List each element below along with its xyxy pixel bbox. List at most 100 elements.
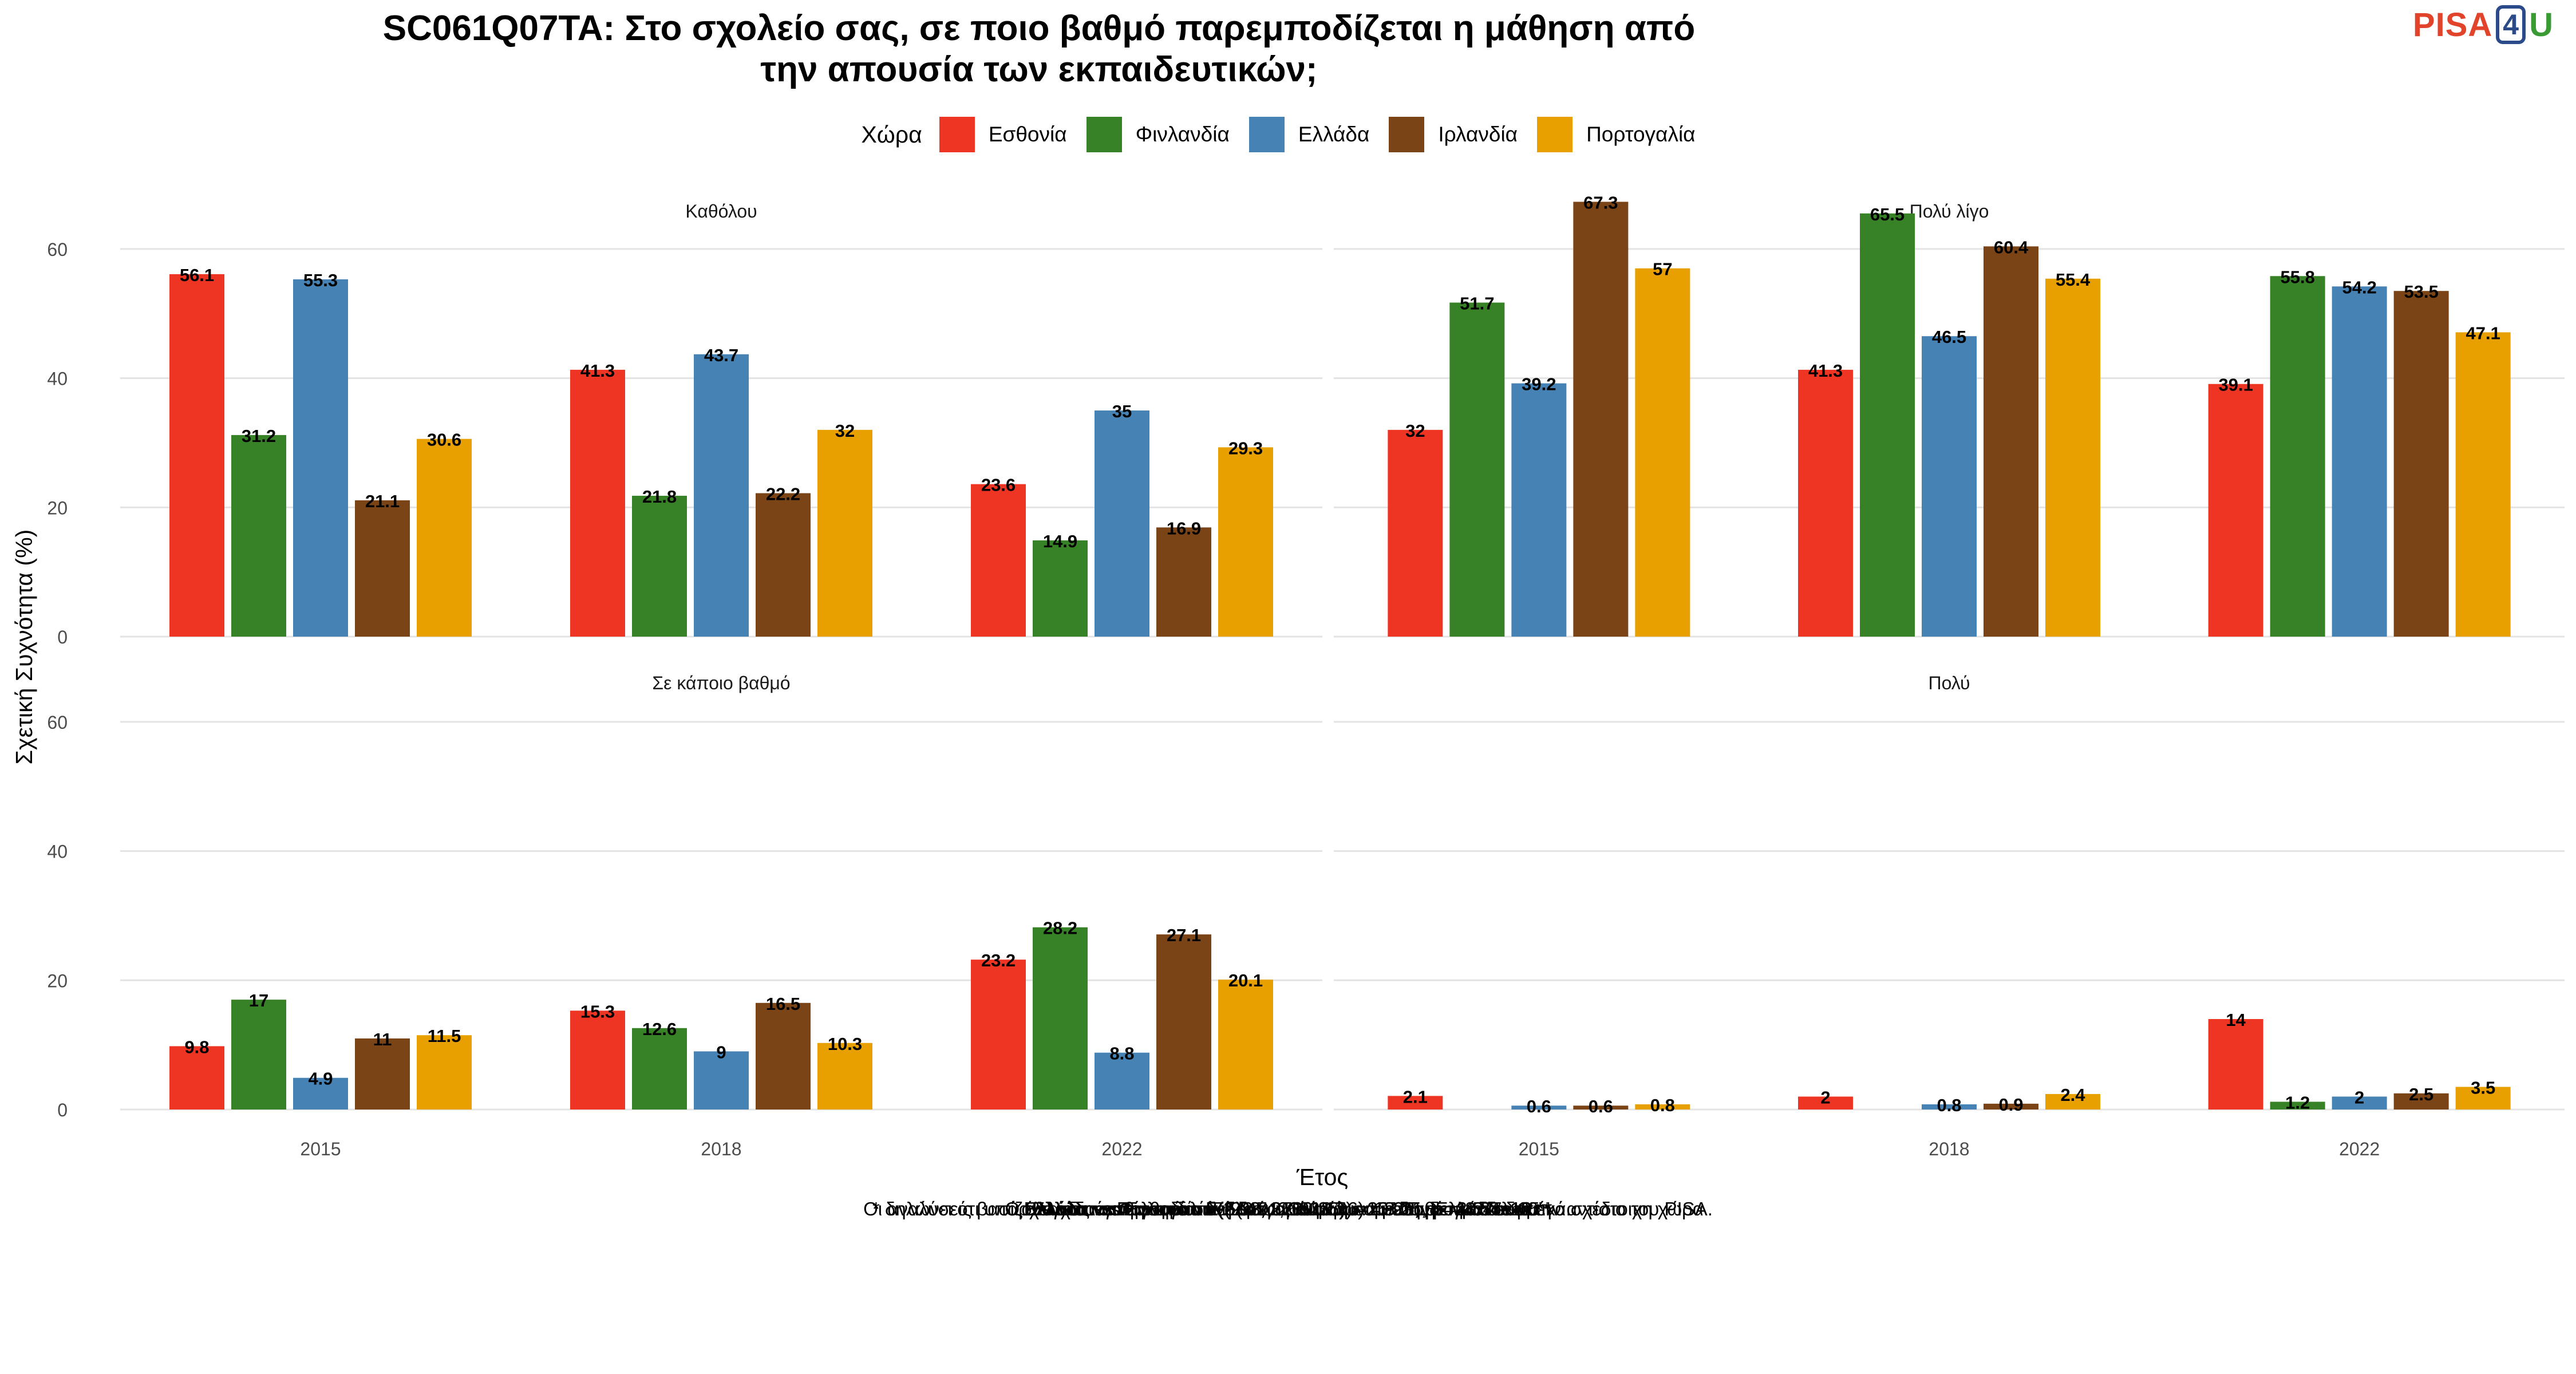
x-tick-label: 2015: [1519, 1139, 1559, 1159]
logo-four-text: 4: [2496, 5, 2526, 44]
bar: [417, 439, 472, 637]
bar: [2045, 278, 2100, 637]
data-label: 20.1: [1228, 970, 1263, 990]
data-label: 57: [1653, 259, 1672, 279]
data-label: 21.1: [365, 491, 400, 511]
bar: [2208, 1019, 2263, 1110]
x-tick-label: 2018: [701, 1139, 741, 1159]
data-label: 31.2: [242, 426, 276, 446]
bar: [632, 495, 687, 637]
legend-swatch: [1249, 117, 1285, 152]
data-label: 11: [373, 1029, 392, 1049]
data-label: 9: [716, 1042, 726, 1062]
legend-item-portugal: Πορτογαλία: [1537, 117, 1696, 152]
data-label: 17: [249, 990, 268, 1010]
chart-title-line-1: SC061Q07TA: Στο σχολείο σας, σε ποιο βαθ…: [382, 9, 1696, 48]
bar: [2208, 384, 2263, 637]
bar: [293, 279, 348, 637]
data-label: 8.8: [1109, 1044, 1134, 1064]
bar: [632, 1028, 687, 1110]
y-tick-label: 20: [47, 970, 68, 991]
data-label: 23.6: [981, 475, 1016, 495]
footnote-line: Ελλάδα vs Πορτογαλία: F(2.91, 3518.96) =…: [1024, 1198, 1552, 1219]
x-tick-label: 2018: [1929, 1139, 1969, 1159]
data-label: 2: [1820, 1087, 1830, 1107]
legend-swatch: [1537, 117, 1573, 152]
data-label: 21.8: [642, 487, 677, 507]
data-label: 51.7: [1460, 294, 1494, 314]
bar: [169, 274, 224, 637]
bar: [1922, 1104, 1977, 1110]
data-label: 53.5: [2404, 282, 2438, 302]
data-label: 9.8: [184, 1037, 209, 1057]
y-tick-label: 40: [47, 842, 68, 862]
data-label: 55.4: [2056, 270, 2091, 290]
x-tick-label: 2022: [2339, 1139, 2380, 1159]
footnote-line: Ελλάδα vs Φινλανδία: F(2.47, 2692.17) = …: [1025, 1198, 1551, 1219]
data-label: 23.2: [981, 950, 1016, 970]
x-tick-label: 2015: [300, 1139, 341, 1159]
data-label: 12.6: [642, 1019, 677, 1039]
x-tick-label: 2022: [1101, 1139, 1142, 1159]
bar: [1388, 429, 1443, 637]
chart-title-line-2: την απουσία των εκπαιδευτικών;: [760, 50, 1318, 89]
legend-item-greece: Ελλάδα: [1249, 117, 1369, 152]
data-label: 27.1: [1167, 925, 1201, 945]
bar: [293, 1077, 348, 1110]
data-label: 2: [2354, 1087, 2364, 1107]
footnote-line: Ο έλεγχος έγινε για το σύνολο των κυμάτω…: [1005, 1198, 1571, 1219]
data-label: 28.2: [1043, 918, 1077, 938]
legend-swatch: [1086, 117, 1122, 152]
bar: [817, 429, 872, 637]
bar: [1798, 1096, 1853, 1110]
legend-label: Πορτογαλία: [1586, 123, 1696, 146]
bar: [355, 1038, 410, 1110]
bar: [2045, 1093, 2100, 1110]
data-label: 29.3: [1228, 438, 1263, 458]
legend-label: Ιρλανδία: [1438, 123, 1518, 146]
bar: [971, 960, 1026, 1110]
bar: [756, 493, 811, 637]
bar: [1388, 1096, 1443, 1110]
bar: [1033, 540, 1088, 637]
bar: [570, 1010, 625, 1110]
data-label: 41.3: [580, 361, 615, 381]
bar: [1511, 383, 1567, 637]
bar: [1573, 202, 1629, 637]
bar: [1511, 1105, 1567, 1110]
data-label: 60.4: [1994, 237, 2029, 257]
bar: [1033, 927, 1088, 1110]
facet-label: Σε κάποιο βαθμό: [652, 673, 790, 693]
data-label: 16.5: [766, 994, 800, 1014]
bar: [2332, 286, 2387, 637]
legend-item-finland: Φινλανδία: [1086, 117, 1230, 152]
data-label: 67.3: [1583, 192, 1618, 212]
facet-panel: Σε κάποιο βαθμό 0 20 40 60 9.8 17 4.9 11 11.5 2015…: [47, 673, 1322, 1159]
data-label: 1.2: [2285, 1092, 2310, 1112]
bar: [2393, 291, 2449, 637]
logo-pisa-text: PISA: [2412, 6, 2493, 44]
data-label: 0.9: [1998, 1095, 2023, 1115]
data-label: 14.9: [1043, 531, 1077, 551]
legend-swatch: [939, 117, 975, 152]
data-label: 15.3: [580, 1001, 615, 1021]
bar: [2270, 276, 2325, 637]
logo-u-text: U: [2529, 6, 2553, 44]
bar: [1922, 336, 1977, 637]
pisa4u-logo: PISA 4 U: [2413, 5, 2553, 45]
bar: [231, 435, 286, 637]
data-label: 30.6: [427, 430, 461, 450]
bar: [1635, 268, 1690, 637]
footnote-line: Οι αναλύσεις βασίζονται σε σταθμισμένα δ…: [863, 1198, 1713, 1219]
x-axis-label: Έτος: [1296, 1164, 1348, 1190]
data-label: 4.9: [308, 1069, 333, 1089]
data-label: 43.7: [704, 345, 738, 365]
y-tick-label: 0: [57, 627, 68, 647]
data-label: 14: [2226, 1010, 2246, 1030]
bar: [570, 369, 625, 637]
data-label: 10.3: [828, 1034, 862, 1054]
bar: [1635, 1104, 1690, 1110]
bar: [169, 1046, 224, 1110]
bar: [2455, 332, 2511, 637]
data-label: 16.9: [1167, 518, 1201, 538]
